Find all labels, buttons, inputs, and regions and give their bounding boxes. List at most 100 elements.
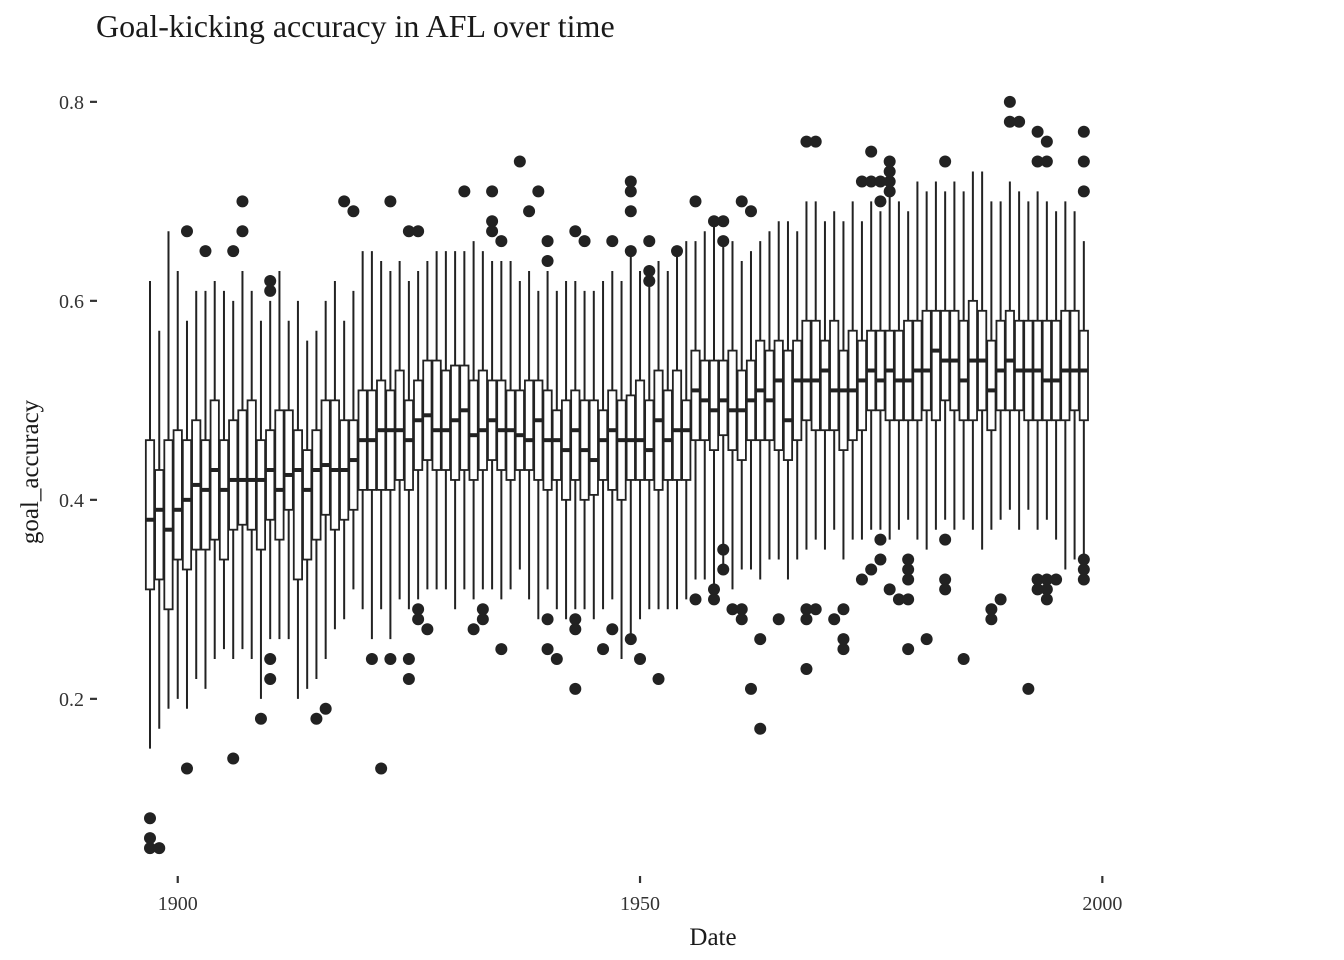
- box-iqr: [246, 399, 257, 531]
- x-tick-label: 1900: [158, 893, 198, 915]
- outlier-point: [874, 533, 887, 546]
- outlier-point: [1040, 135, 1053, 148]
- outlier-point: [800, 603, 813, 616]
- outlier-point: [957, 653, 970, 666]
- box-iqr: [819, 339, 831, 432]
- outlier-point: [144, 832, 156, 845]
- box-1980: [912, 181, 923, 540]
- outlier-point: [541, 643, 554, 656]
- outlier-point: [1003, 115, 1016, 128]
- box-1936: [505, 261, 516, 590]
- box-1975: [865, 145, 878, 576]
- outlier-point: [365, 653, 378, 666]
- box-iqr: [237, 409, 248, 526]
- box-1920: [357, 251, 368, 610]
- box-iqr: [376, 379, 387, 491]
- outlier-point: [994, 593, 1007, 606]
- outlier-point: [569, 682, 582, 695]
- outlier-point: [264, 284, 277, 297]
- outlier-point: [569, 225, 582, 238]
- outlier-point: [227, 752, 240, 765]
- outlier-point: [1022, 682, 1035, 695]
- outlier-point: [264, 672, 277, 685]
- box-1989: [994, 201, 1007, 606]
- box-iqr: [810, 319, 821, 432]
- box-1945: [588, 290, 599, 620]
- outlier-point: [708, 583, 720, 596]
- box-iqr: [477, 369, 488, 471]
- box-1913: [292, 300, 303, 699]
- box-1942: [561, 280, 572, 620]
- box-iqr: [265, 429, 276, 521]
- box-iqr: [163, 439, 174, 611]
- outlier-point: [754, 722, 767, 735]
- outlier-point: [902, 573, 915, 586]
- outlier-point: [652, 672, 665, 685]
- box-iqr: [671, 369, 683, 481]
- chart-title: Goal-kicking accuracy in AFL over time: [96, 8, 615, 44]
- box-1967: [792, 231, 803, 560]
- box-iqr: [607, 389, 618, 491]
- box-iqr: [551, 409, 562, 481]
- box-1902: [191, 290, 202, 679]
- box-1926: [412, 225, 425, 626]
- outlier-point: [1077, 185, 1090, 198]
- outlier-point: [264, 274, 277, 287]
- outlier-point: [828, 613, 841, 626]
- outlier-point: [236, 195, 249, 208]
- box-1958: [708, 215, 720, 606]
- outlier-point: [892, 593, 905, 606]
- box-iqr: [311, 429, 322, 541]
- outlier-point: [402, 225, 415, 238]
- box-iqr: [524, 379, 535, 471]
- box-1985: [957, 191, 970, 666]
- box-1900: [172, 271, 183, 699]
- box-iqr: [450, 364, 461, 481]
- box-1994: [1040, 135, 1053, 606]
- outlier-point: [412, 225, 425, 238]
- box-iqr: [792, 339, 803, 442]
- outlier-point: [1003, 95, 1016, 108]
- box-iqr: [597, 409, 609, 481]
- outlier-point: [402, 672, 415, 685]
- outlier-point: [486, 215, 499, 228]
- box-iqr: [708, 359, 720, 451]
- box-1901: [180, 225, 193, 775]
- box-1982: [930, 181, 941, 530]
- box-1909: [254, 320, 267, 725]
- outlier-point: [486, 225, 499, 238]
- box-iqr: [662, 389, 673, 481]
- box-1972: [837, 221, 850, 656]
- box-1977: [883, 155, 896, 596]
- box-iqr: [422, 359, 433, 461]
- outlier-point: [865, 145, 878, 158]
- outlier-point: [772, 613, 785, 626]
- box-1953: [662, 271, 673, 610]
- box-1898: [153, 330, 166, 855]
- box-1956: [689, 195, 702, 606]
- outlier-point: [199, 245, 212, 258]
- outlier-point: [744, 205, 757, 218]
- outlier-point: [643, 235, 656, 248]
- box-1918: [338, 195, 351, 620]
- outlier-point: [865, 563, 878, 576]
- outlier-point: [458, 185, 471, 198]
- outlier-point: [476, 613, 489, 626]
- outlier-point: [735, 195, 748, 208]
- outlier-point: [865, 175, 878, 188]
- box-iqr: [329, 399, 340, 531]
- box-iqr: [773, 339, 784, 451]
- box-1971: [828, 211, 841, 626]
- outlier-point: [606, 235, 619, 248]
- outlier-point: [569, 623, 582, 636]
- box-iqr: [440, 369, 451, 471]
- box-1930: [450, 251, 461, 610]
- outlier-point: [412, 613, 425, 626]
- box-1925: [402, 225, 415, 685]
- box-iqr: [200, 439, 211, 551]
- box-1996: [1060, 201, 1071, 570]
- outlier-point: [624, 185, 637, 198]
- outlier-point: [708, 215, 720, 228]
- outlier-point: [744, 682, 757, 695]
- outlier-point: [800, 663, 813, 675]
